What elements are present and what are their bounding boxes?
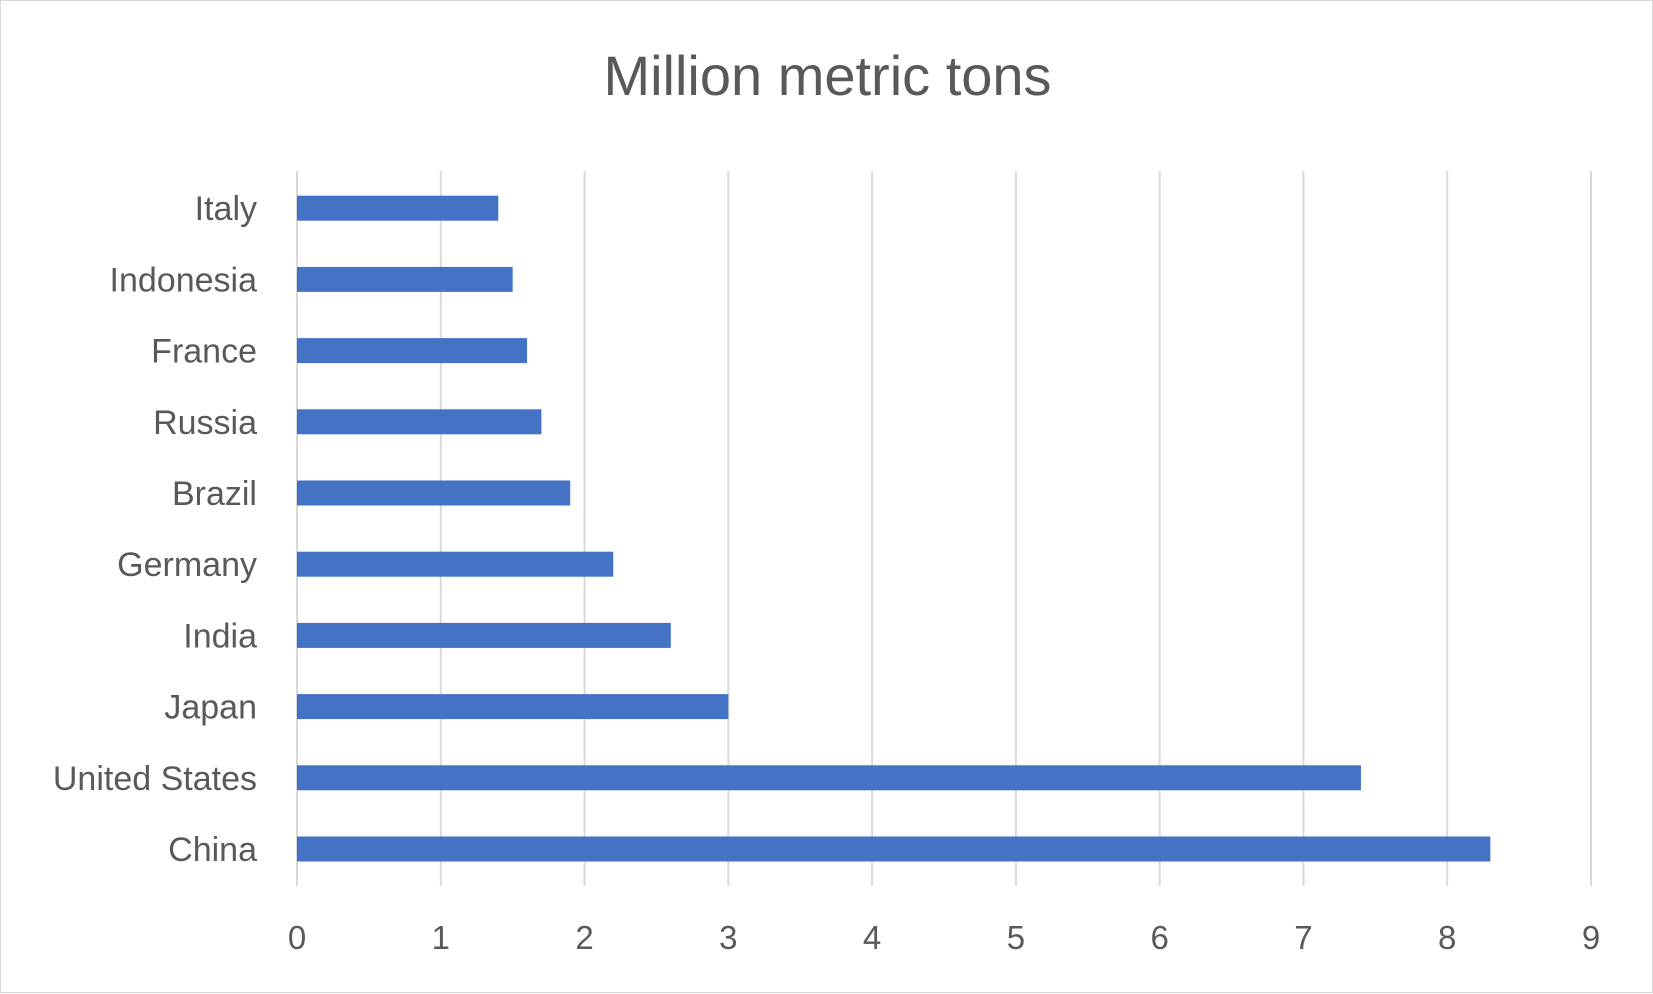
- x-tick-label-6: 6: [1150, 919, 1168, 956]
- bar-italy: [297, 195, 499, 221]
- category-label-india: India: [183, 617, 257, 655]
- bar-germany: [297, 551, 614, 577]
- category-label-france: France: [151, 333, 257, 371]
- x-tick-label-8: 8: [1438, 919, 1456, 956]
- x-tick-label-3: 3: [719, 919, 737, 956]
- x-tick-label-4: 4: [863, 919, 881, 956]
- category-labels: China United States Japan India Germany Brazi…: [53, 190, 257, 869]
- category-label-indonesia: Indonesia: [110, 261, 258, 299]
- x-tick-labels: 0 1 2 3 4 5 6 7 8 9: [288, 919, 1600, 956]
- category-label-united-states: United States: [53, 760, 257, 798]
- bar-russia: [297, 409, 542, 435]
- bar-india: [297, 622, 671, 648]
- x-tick-label-0: 0: [288, 919, 306, 956]
- category-label-germany: Germany: [117, 546, 257, 584]
- bar-france: [297, 338, 528, 364]
- x-tick-label-5: 5: [1007, 919, 1025, 956]
- chart-title: Million metric tons: [603, 44, 1052, 107]
- category-label-italy: Italy: [195, 190, 257, 228]
- bars: [297, 195, 1491, 862]
- bar-japan: [297, 694, 729, 720]
- x-tick-label-2: 2: [575, 919, 593, 956]
- x-tick-label-7: 7: [1294, 919, 1312, 956]
- category-label-japan: Japan: [164, 689, 257, 727]
- category-label-russia: Russia: [153, 404, 257, 442]
- x-tick-label-1: 1: [432, 919, 450, 956]
- x-tick-label-9: 9: [1582, 919, 1600, 956]
- bar-brazil: [297, 480, 571, 506]
- bar-united-states: [297, 765, 1361, 791]
- category-label-brazil: Brazil: [172, 475, 257, 513]
- bar-indonesia: [297, 266, 513, 292]
- bar-china: [297, 836, 1491, 862]
- category-label-china: China: [168, 831, 257, 869]
